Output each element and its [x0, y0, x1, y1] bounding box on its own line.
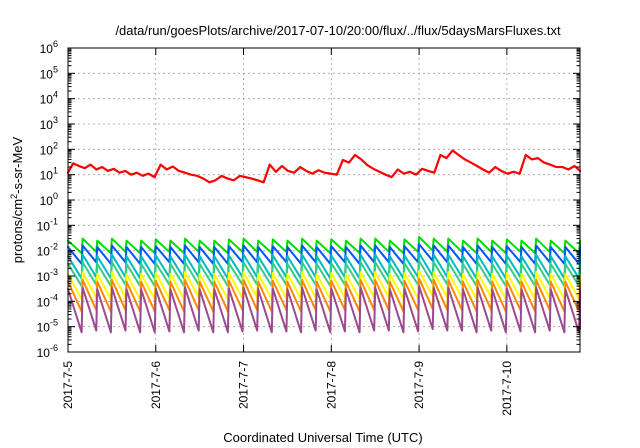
y-tick-label: 10-6 [37, 343, 58, 360]
x-tick-label: 2017-7-6 [149, 361, 163, 409]
y-tick-label: 10-2 [37, 242, 58, 259]
axis-ticks [67, 47, 580, 353]
x-tick-label: 2017-7-7 [237, 361, 251, 409]
y-tick-label-base: 10 [37, 245, 51, 259]
y-tick-label: 102 [40, 140, 58, 157]
y-tick-label: 10-5 [37, 318, 58, 335]
y-tick-label-base: 10 [40, 67, 54, 81]
y-tick-label-exp: 6 [53, 39, 58, 49]
series-line [66, 149, 582, 184]
y-tick-label-base: 10 [37, 321, 51, 335]
y-axis-label: protons/cm2-s-sr-MeV [9, 136, 25, 263]
y-tick-label-base: 10 [40, 42, 54, 56]
y-tick-label-exp: 3 [53, 115, 58, 125]
x-tick-label: 2017-7-10 [500, 361, 514, 416]
y-tick-label-exp: 2 [53, 140, 58, 150]
y-tick-label-exp: -5 [50, 318, 58, 328]
y-tick-label: 10-3 [37, 267, 58, 284]
y-tick-label: 10-4 [37, 292, 58, 309]
y-tick-label-exp: 4 [53, 90, 58, 100]
x-axis-label: Coordinated Universal Time (UTC) [223, 430, 422, 445]
y-tick-label-base: 10 [40, 118, 54, 132]
y-tick-label-exp: 1 [53, 166, 58, 176]
series-group [66, 149, 582, 334]
y-tick-label-base: 10 [37, 219, 51, 233]
y-tick-labels: 10610510410310210110010-110-210-310-410-… [37, 39, 58, 360]
chart-title: /data/run/goesPlots/archive/2017-07-10/2… [115, 23, 561, 38]
y-tick-label: 101 [40, 166, 58, 183]
y-tick-label: 105 [40, 64, 58, 81]
series-line [67, 285, 581, 334]
y-tick-label-exp: 0 [53, 191, 58, 201]
y-tick-label: 103 [40, 115, 58, 132]
y-tick-label-base: 10 [40, 194, 54, 208]
y-tick-label-exp: -1 [50, 216, 58, 226]
y-tick-label-exp: -2 [50, 242, 58, 252]
y-tick-label-base: 10 [40, 169, 54, 183]
y-tick-label-exp: 5 [53, 64, 58, 74]
x-tick-label: 2017-7-5 [61, 361, 75, 409]
x-tick-labels: 2017-7-5 2017-7-6 2017-7-7 2017-7-8 2017-7-9… [61, 361, 514, 416]
y-tick-label: 10-1 [37, 216, 58, 233]
y-tick-label-base: 10 [37, 346, 51, 360]
y-tick-label: 106 [40, 39, 58, 56]
y-axis-label-exp: 2 [9, 194, 19, 199]
x-tick-label: 2017-7-9 [412, 361, 426, 409]
y-tick-label-exp: -3 [50, 267, 58, 277]
y-tick-label: 104 [40, 90, 58, 107]
y-tick-label-base: 10 [37, 295, 51, 309]
y-tick-label-base: 10 [40, 93, 54, 107]
y-tick-label-exp: -6 [50, 343, 58, 353]
y-tick-label-base: 10 [40, 143, 54, 157]
x-tick-label: 2017-7-8 [324, 361, 338, 409]
y-axis-label-prefix: protons/cm [10, 199, 25, 263]
y-axis-label-suffix: -s-sr-MeV [10, 136, 25, 193]
y-tick-label-exp: -4 [50, 292, 58, 302]
y-tick-label-base: 10 [37, 270, 51, 284]
y-tick-label: 100 [40, 191, 58, 208]
